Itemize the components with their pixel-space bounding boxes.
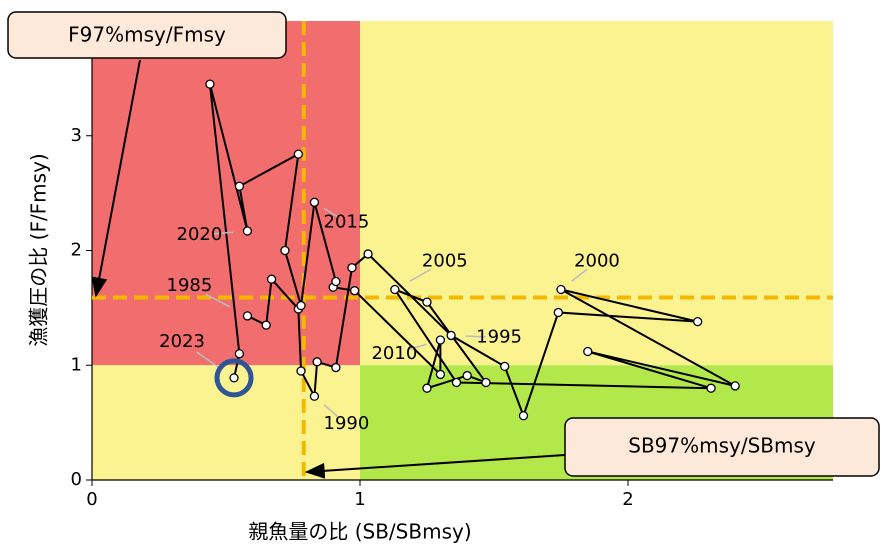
data-point [349, 286, 360, 296]
data-point [500, 361, 510, 372]
annotation-box [564, 417, 880, 477]
data-point [730, 381, 740, 391]
data-point [422, 383, 432, 393]
year-label: 1995 [476, 326, 522, 347]
label-leader [407, 343, 427, 351]
data-point [280, 245, 290, 256]
data-point [242, 311, 253, 321]
data-point [242, 226, 253, 236]
year-label: 2015 [324, 211, 370, 232]
data-point [296, 366, 306, 376]
data-point [234, 181, 245, 191]
year-label: 2023 [159, 331, 205, 352]
y-tick-label: 2 [71, 240, 82, 261]
data-point [312, 357, 322, 367]
label-leader [571, 268, 588, 282]
zone [92, 21, 360, 366]
y-tick-label: 0 [71, 469, 82, 490]
data-point [266, 274, 277, 284]
y-tick-label: 3 [71, 125, 82, 146]
x-axis-label: 親魚量の比 (SB/SBmsy) [248, 520, 471, 544]
data-point [553, 307, 563, 318]
label-leader [323, 404, 338, 417]
data-point [347, 263, 357, 273]
data-point [261, 320, 271, 330]
label-leader [323, 207, 338, 218]
latest-highlight [214, 358, 254, 398]
data-point [363, 249, 373, 259]
data-point [390, 284, 400, 295]
data-point [481, 377, 491, 388]
data-point [296, 300, 306, 311]
data-point [693, 316, 703, 327]
data-point [435, 335, 446, 345]
label-leader [212, 231, 234, 235]
zone [359, 21, 833, 366]
annotation-box [7, 11, 287, 59]
data-point [293, 149, 304, 159]
data-point [309, 197, 320, 207]
data-point [331, 276, 341, 287]
data-point [205, 79, 215, 89]
annotation-arrow [304, 454, 566, 479]
x-tick-label: 2 [622, 489, 633, 510]
data-point [583, 346, 593, 357]
year-label: 1985 [167, 275, 213, 296]
zone [92, 365, 360, 480]
x-tick-label: 1 [354, 489, 365, 510]
label-leader [196, 351, 219, 368]
data-point [229, 373, 239, 383]
y-tick-label: 1 [71, 354, 82, 375]
data-point [331, 362, 341, 373]
y-axis-label: 漁獲圧の比 (F/Fmsy) [27, 153, 51, 346]
x-tick-label: 0 [86, 489, 97, 510]
data-point [422, 297, 432, 307]
year-label: 2020 [177, 224, 223, 245]
annotation-arrow [91, 59, 141, 298]
data-point [556, 284, 566, 295]
data-point [309, 391, 320, 401]
label-leader [409, 268, 432, 282]
year-label: 2000 [574, 251, 620, 272]
data-point [446, 330, 456, 341]
year-label: 1990 [324, 413, 370, 434]
label-leader [205, 293, 231, 308]
annotation-text: SB97%msy/SBmsy [628, 434, 816, 458]
annotation-text: F97%msy/Fmsy [68, 23, 226, 47]
label-leader [465, 335, 486, 338]
data-point [451, 377, 462, 388]
year-label: 2010 [371, 343, 417, 364]
data-point [435, 369, 446, 380]
data-point [518, 411, 529, 421]
data-point [234, 349, 245, 359]
data-point [706, 383, 716, 393]
year-label: 2005 [422, 251, 468, 272]
data-point [462, 370, 472, 381]
